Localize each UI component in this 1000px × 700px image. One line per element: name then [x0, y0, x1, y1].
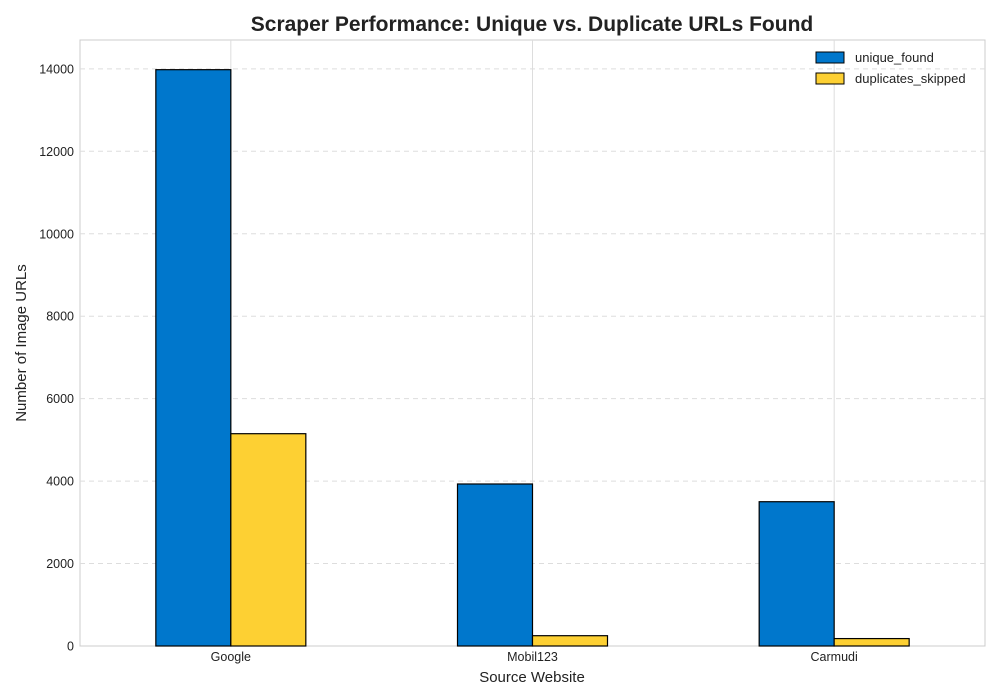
x-axis-label: Source Website [479, 669, 585, 686]
y-tick-label: 10000 [39, 227, 74, 241]
bar-unique-found-mobil123 [456, 483, 534, 647]
chart-title: Scraper Performance: Unique vs. Duplicat… [251, 13, 813, 36]
bar-unique-found-google [155, 69, 232, 647]
y-tick-label: 4000 [46, 475, 74, 489]
legend-label-unique-found: unique_found [855, 50, 934, 65]
x-tick-label: Google [211, 650, 251, 664]
x-tick-label: Mobil123 [507, 650, 558, 664]
legend: unique_found duplicates_skipped [815, 50, 966, 86]
y-tick-label: 12000 [39, 145, 74, 159]
legend-swatch-duplicates-skipped [815, 72, 845, 85]
bars [155, 69, 910, 647]
legend-swatch-unique-found [815, 51, 845, 64]
legend-label-duplicates-skipped: duplicates_skipped [855, 71, 966, 86]
tick-labels: 0 2000 4000 6000 8000 10000 12000 14000 Google Mo… [39, 62, 858, 664]
y-tick-label: 6000 [46, 392, 74, 406]
y-tick-label: 8000 [46, 310, 74, 324]
y-tick-label: 0 [67, 640, 74, 654]
bar-duplicates-skipped-carmudi [833, 637, 910, 647]
bar-duplicates-skipped-google [230, 433, 307, 647]
y-axis-label: Number of Image URLs [13, 264, 30, 422]
bar-unique-found-carmudi [758, 501, 835, 647]
y-tick-label: 14000 [39, 62, 74, 76]
x-tick-label: Carmudi [811, 650, 858, 664]
bar-duplicates-skipped-mobil123 [531, 635, 609, 647]
y-tick-label: 2000 [46, 557, 74, 571]
